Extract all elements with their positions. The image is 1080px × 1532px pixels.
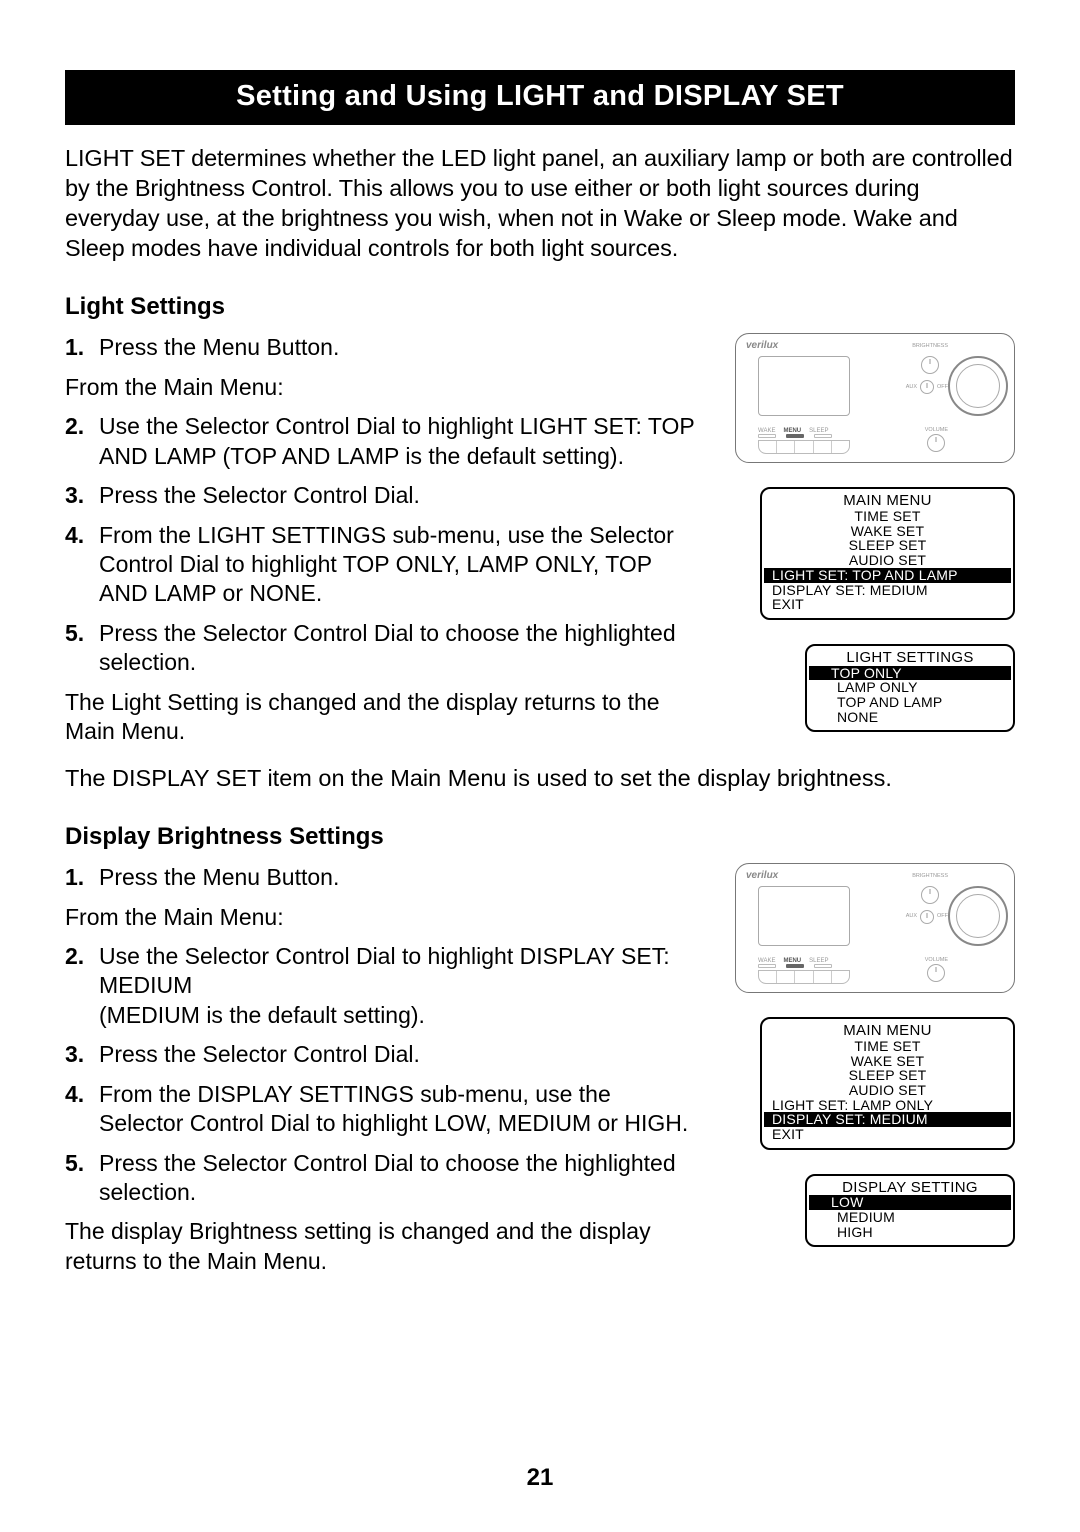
menu-row-highlight: DISPLAY SET: MEDIUM [764, 1112, 1011, 1127]
step-num: 3. [65, 1040, 99, 1069]
light-result: The Light Setting is changed and the dis… [65, 688, 697, 747]
step-num: 4. [65, 521, 99, 609]
menu-row: LIGHT SET: LAMP ONLY [770, 1098, 1005, 1113]
page-number: 21 [0, 1464, 1080, 1492]
menu-row: EXIT [770, 1127, 1005, 1142]
wake-button-icon [758, 434, 776, 438]
volume-knob-icon [927, 964, 945, 982]
menu-row: TIME SET [770, 1039, 1005, 1054]
display-step-3: Press the Selector Control Dial. [99, 1040, 697, 1069]
brightness-knob-icon [921, 356, 939, 374]
step-num: 5. [65, 1149, 99, 1208]
display-step-2: Use the Selector Control Dial to highlig… [99, 942, 697, 1030]
light-step-5: Press the Selector Control Dial to choos… [99, 619, 697, 678]
sleep-button-icon [814, 964, 832, 968]
step-num: 2. [65, 942, 99, 1030]
menu-row: SLEEP SET [770, 1068, 1005, 1083]
light-step-2: Use the Selector Control Dial to highlig… [99, 412, 697, 471]
device-screen [758, 356, 850, 416]
display-step-1: Press the Menu Button. [99, 863, 697, 892]
menu-button-icon [786, 434, 804, 438]
display-step-4: From the DISPLAY SETTINGS sub-menu, use … [99, 1080, 697, 1139]
light-step-4: From the LIGHT SETTINGS sub-menu, use th… [99, 521, 697, 609]
menu-row: NONE [815, 710, 1005, 725]
step-num: 1. [65, 333, 99, 362]
device-brand: verilux [746, 870, 778, 881]
display-from: From the Main Menu: [65, 903, 697, 932]
menu-title: DISPLAY SETTING [815, 1180, 1005, 1196]
audio-knob-icon [920, 910, 934, 924]
menu-row: AUDIO SET [770, 1083, 1005, 1098]
menu-row: WAKE SET [770, 524, 1005, 539]
menu-row: TOP AND LAMP [815, 695, 1005, 710]
brightness-label: BRIGHTNESS [912, 344, 948, 350]
light-step-3: Press the Selector Control Dial. [99, 481, 697, 510]
device-diagram: verilux BRIGHTNESS AUX OFF VOLUME WAKE [735, 333, 1015, 463]
audio-knob-icon [920, 380, 934, 394]
menu-row: LAMP ONLY [815, 680, 1005, 695]
selector-dial-icon [948, 356, 1008, 416]
aux-label: AUX [906, 914, 917, 920]
menu-row: MEDIUM [815, 1210, 1005, 1225]
menu-title: LIGHT SETTINGS [815, 650, 1005, 666]
main-menu-box-1: MAIN MENU TIME SET WAKE SET SLEEP SET AU… [760, 487, 1015, 620]
light-submenu-box: LIGHT SETTINGS TOP ONLY LAMP ONLY TOP AN… [805, 644, 1015, 733]
step-num: 1. [65, 863, 99, 892]
wake-button-icon [758, 964, 776, 968]
device-screen [758, 886, 850, 946]
aux-label: AUX [906, 385, 917, 391]
device-brand: verilux [746, 340, 778, 351]
display-heading: Display Brightness Settings [65, 823, 1015, 851]
menu-title: MAIN MENU [770, 1023, 1005, 1039]
sleep-button-icon [814, 434, 832, 438]
light-step-1: Press the Menu Button. [99, 333, 697, 362]
display-result: The display Brightness setting is change… [65, 1217, 697, 1276]
step-num: 4. [65, 1080, 99, 1139]
menu-row: WAKE SET [770, 1054, 1005, 1069]
display-submenu-box: DISPLAY SETTING LOW MEDIUM HIGH [805, 1174, 1015, 1248]
brightness-label: BRIGHTNESS [912, 874, 948, 880]
menu-row-highlight: LOW [809, 1195, 1011, 1210]
speaker-icon [758, 440, 850, 454]
menu-row: TIME SET [770, 509, 1005, 524]
menu-row: DISPLAY SET: MEDIUM [770, 583, 1005, 598]
menu-row: AUDIO SET [770, 553, 1005, 568]
step-num: 5. [65, 619, 99, 678]
menu-button-icon [786, 964, 804, 968]
step-num: 2. [65, 412, 99, 471]
speaker-icon [758, 970, 850, 984]
brightness-knob-icon [921, 886, 939, 904]
selector-dial-icon [948, 886, 1008, 946]
volume-knob-icon [927, 434, 945, 452]
intro-paragraph: LIGHT SET determines whether the LED lig… [65, 143, 1015, 263]
device-diagram: verilux BRIGHTNESS AUX OFF VOLUME WAKE [735, 863, 1015, 993]
volume-label: VOLUME [925, 958, 948, 964]
light-note: The DISPLAY SET item on the Main Menu is… [65, 763, 1015, 794]
light-from: From the Main Menu: [65, 373, 697, 402]
menu-title: MAIN MENU [770, 493, 1005, 509]
main-menu-box-2: MAIN MENU TIME SET WAKE SET SLEEP SET AU… [760, 1017, 1015, 1150]
volume-label: VOLUME [925, 428, 948, 434]
menu-row: EXIT [770, 597, 1005, 612]
display-step-5: Press the Selector Control Dial to choos… [99, 1149, 697, 1208]
off-label: OFF [937, 385, 948, 391]
step-num: 3. [65, 481, 99, 510]
menu-row: SLEEP SET [770, 538, 1005, 553]
section-banner: Setting and Using LIGHT and DISPLAY SET [65, 70, 1015, 125]
menu-row: HIGH [815, 1225, 1005, 1240]
menu-row-highlight: TOP ONLY [809, 666, 1011, 681]
menu-row-highlight: LIGHT SET: TOP AND LAMP [764, 568, 1011, 583]
light-heading: Light Settings [65, 293, 1015, 321]
off-label: OFF [937, 914, 948, 920]
